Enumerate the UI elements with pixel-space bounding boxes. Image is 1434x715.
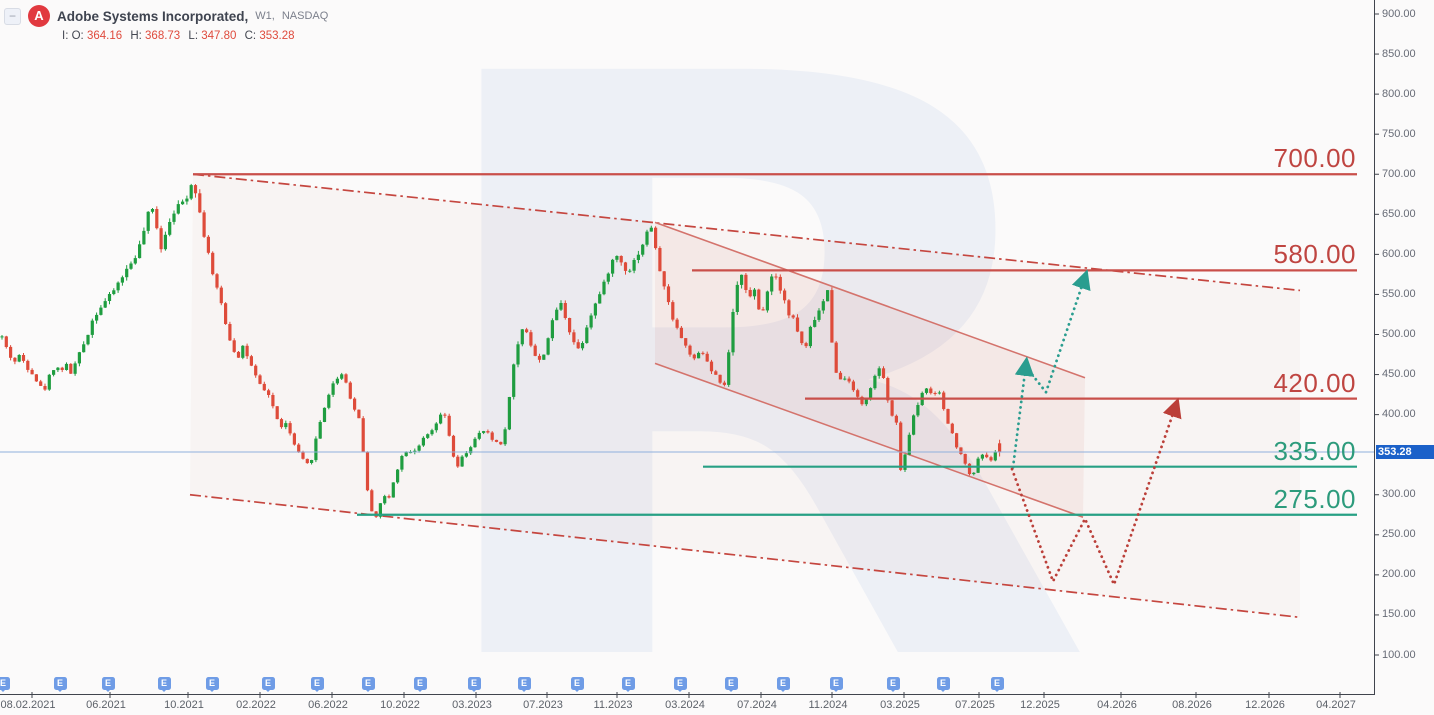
price-axis-label: 750.00	[1382, 127, 1416, 140]
time-axis-label: 08.02.2021	[0, 699, 56, 711]
timeframe-label: W1,	[255, 10, 275, 22]
ohlc-low-value: 347.80	[201, 30, 237, 42]
time-axis-label: 07.2025	[955, 699, 995, 711]
time-axis-label: 02.2022	[236, 699, 276, 711]
ohlc-close-value: 353.28	[259, 30, 295, 42]
inner-channel-fill	[655, 222, 1085, 518]
outer-channel-lower	[189, 493, 1301, 619]
earnings-marker[interactable]: E	[157, 677, 171, 692]
earnings-marker[interactable]: E	[53, 677, 67, 692]
time-axis-label: 12.2025	[1020, 699, 1060, 711]
earnings-marker[interactable]: E	[310, 677, 324, 692]
key-level-label: 420.00	[1273, 367, 1356, 398]
price-axis-label: 650.00	[1382, 207, 1416, 220]
key-level-label: 580.00	[1273, 239, 1356, 270]
candles	[0, 183, 1002, 519]
earnings-marker[interactable]: E	[829, 677, 843, 692]
collapse-button[interactable]: −	[4, 7, 21, 25]
time-axis-label: 03.2025	[880, 699, 920, 711]
earnings-marker[interactable]: E	[261, 677, 275, 692]
ohlc-open-label: O:	[71, 30, 84, 42]
earnings-marker[interactable]: E	[776, 677, 790, 692]
earnings-marker[interactable]: E	[413, 677, 427, 692]
price-axis-label: 700.00	[1382, 167, 1416, 180]
inner-channel-lower	[654, 362, 1084, 518]
price-axis-label: 100.00	[1382, 648, 1416, 661]
price-axis-label: 150.00	[1382, 608, 1416, 621]
price-axis-label: 450.00	[1382, 368, 1416, 381]
price-axis-label: 900.00	[1382, 7, 1416, 20]
price-axis-label: 200.00	[1382, 568, 1416, 581]
time-axis-label: 08.2026	[1172, 699, 1212, 711]
time-axis-label: 07.2024	[737, 699, 777, 711]
symbol-header: − A Adobe Systems Incorporated, W1, NASD…	[4, 4, 328, 42]
price-axis-label: 250.00	[1382, 528, 1416, 541]
symbol-title: Adobe Systems Incorporated,	[57, 8, 249, 24]
time-axis-label: 10.2022	[380, 699, 420, 711]
time-axis-label: 07.2023	[523, 699, 563, 711]
ohlc-high-value: 368.73	[145, 30, 181, 42]
earnings-marker[interactable]: E	[886, 677, 900, 692]
earnings-marker[interactable]: E	[467, 677, 481, 692]
earnings-marker[interactable]: E	[724, 677, 738, 692]
price-axis-label: 300.00	[1382, 488, 1416, 501]
key-level-label: 335.00	[1273, 435, 1356, 466]
watermark-letter: R	[398, 0, 1098, 715]
earnings-marker[interactable]: E	[990, 677, 1004, 692]
exchange-label: NASDAQ	[281, 10, 329, 22]
time-axis-label: 03.2024	[665, 699, 705, 711]
price-axis-label: 600.00	[1382, 247, 1416, 260]
bullish-path-2	[1027, 269, 1091, 396]
ohlc-low-label: L:	[188, 30, 199, 42]
ohlc-readout: I: O: 364.16 H: 368.73 L: 347.80 C: 353.…	[62, 30, 328, 42]
price-axis-label: 550.00	[1382, 287, 1416, 300]
time-axis-label: 06.2022	[308, 699, 348, 711]
bearish-path	[1010, 397, 1182, 589]
time-axis-label: 11.2024	[808, 699, 848, 711]
earnings-marker[interactable]: E	[570, 677, 584, 692]
earnings-marker[interactable]: E	[517, 677, 531, 692]
key-level-label: 275.00	[1273, 483, 1356, 514]
time-axis-label: 10.2021	[164, 699, 204, 711]
price-axis-label: 850.00	[1382, 47, 1416, 60]
earnings-marker[interactable]: E	[621, 677, 635, 692]
earnings-marker[interactable]: E	[101, 677, 115, 692]
earnings-marker[interactable]: E	[673, 677, 687, 692]
earnings-marker[interactable]: E	[361, 677, 375, 692]
price-axis-label: 400.00	[1382, 408, 1416, 421]
time-axis-label: 11.2023	[593, 699, 633, 711]
earnings-marker[interactable]: E	[936, 677, 950, 692]
ohlc-close-label: C:	[244, 30, 257, 42]
price-axis-label: 800.00	[1382, 87, 1416, 100]
time-axis-label: 12.2026	[1245, 699, 1285, 711]
current-price-badge: 353.28	[1376, 445, 1434, 460]
earnings-marker[interactable]: E	[0, 677, 10, 692]
ohlc-high-label: H:	[130, 30, 142, 42]
adobe-logo-icon: A	[28, 5, 50, 27]
key-level-label: 700.00	[1273, 143, 1356, 174]
bullish-path-1	[1011, 356, 1035, 469]
price-axis-label: 500.00	[1382, 328, 1416, 340]
time-axis-label: 06.2021	[86, 699, 126, 711]
earnings-marker[interactable]: E	[205, 677, 219, 692]
time-axis-label: 04.2026	[1097, 699, 1137, 711]
ohlc-open-value: 364.16	[86, 30, 123, 42]
ohlc-i-label: I:	[62, 30, 69, 42]
time-axis-label: 04.2027	[1316, 699, 1356, 711]
inner-channel-upper	[654, 221, 1086, 379]
time-axis-label: 03.2023	[452, 699, 492, 711]
